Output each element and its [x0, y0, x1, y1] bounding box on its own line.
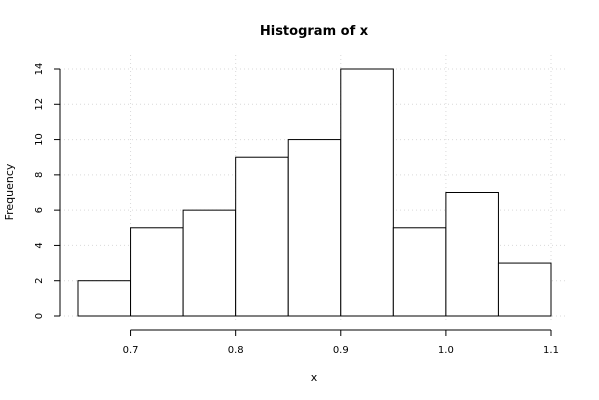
- y-tick-label: 14: [34, 63, 45, 76]
- y-tick-label: 4: [34, 242, 45, 248]
- x-axis-label: x: [311, 371, 318, 384]
- x-ticks: 0.7 0.8 0.9 1.0 1.1: [123, 330, 559, 356]
- y-tick-label: 10: [34, 133, 45, 146]
- histogram-bar-7: [445, 192, 499, 317]
- bars-layer: [77, 68, 552, 317]
- y-tick-label: 12: [34, 98, 45, 111]
- y-tick-label: 8: [34, 172, 45, 178]
- y-tick-label: 6: [34, 207, 45, 213]
- histogram-bar-2: [182, 209, 237, 317]
- histogram-bar-5: [340, 68, 394, 317]
- histogram-bar-8: [497, 262, 552, 317]
- histogram-bar-1: [130, 227, 184, 317]
- histogram-bar-6: [392, 227, 447, 317]
- x-tick-label: 1.0: [438, 345, 454, 356]
- y-tick-label: 2: [34, 278, 45, 284]
- y-axis-label: Frequency: [3, 163, 16, 220]
- x-tick-label: 1.1: [543, 345, 559, 356]
- histogram-bar-3: [235, 156, 289, 317]
- histogram-bar-0: [77, 280, 132, 317]
- x-tick-label: 0.7: [123, 345, 139, 356]
- y-ticks: 0 2 4 6 8 10 12 14: [34, 63, 60, 319]
- chart-title: Histogram of x: [260, 24, 369, 39]
- histogram-bar-4: [287, 139, 342, 317]
- x-tick-label: 0.8: [228, 345, 244, 356]
- y-tick-label: 0: [34, 313, 45, 319]
- x-tick-label: 0.9: [333, 345, 349, 356]
